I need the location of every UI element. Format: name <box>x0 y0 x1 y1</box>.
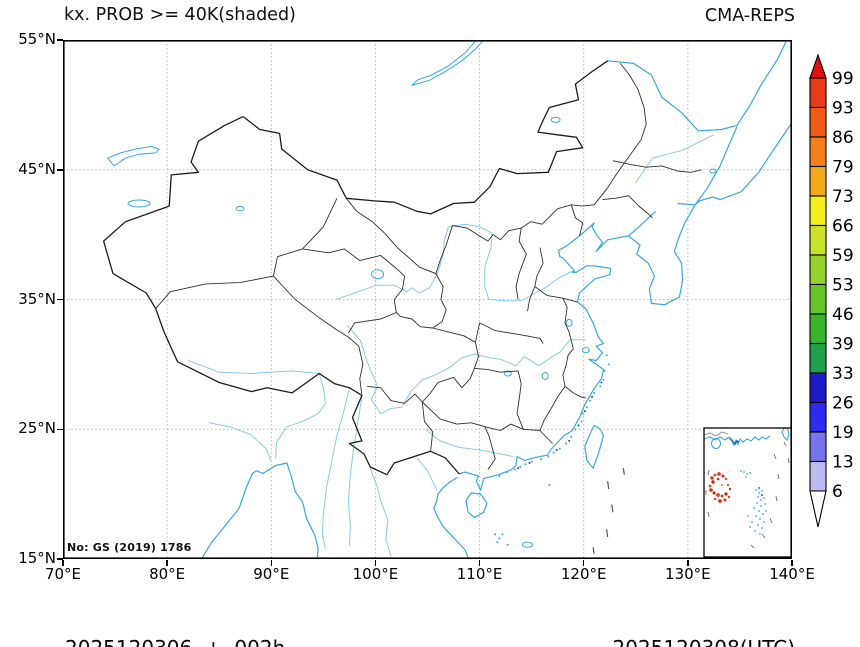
lon-tick-label: 140°E <box>769 565 815 583</box>
colorbar-tick-label: 26 <box>832 394 854 414</box>
colorbar-tick-label: 39 <box>832 335 854 355</box>
model-label: CMA-REPS <box>704 6 795 26</box>
lon-tick-label: 70°E <box>44 565 82 583</box>
colorbar-segment <box>809 401 827 433</box>
lon-tick-mark <box>374 560 377 566</box>
lakes <box>106 40 717 381</box>
lon-tick-label: 120°E <box>560 565 607 583</box>
lon-tick-mark <box>166 560 168 566</box>
colorbar-tick-label: 13 <box>832 453 854 473</box>
colorbar-segment <box>809 195 827 227</box>
lon-tick-mark <box>478 560 481 566</box>
lat-tick-mark <box>57 298 63 301</box>
map-license-note: No: GS (2019) 1786 <box>67 541 192 554</box>
lat-tick-mark <box>57 39 63 41</box>
lat-tick-label: 25°N <box>18 419 56 438</box>
colorbar-segment <box>809 342 827 374</box>
colorbar-tick-label: 73 <box>832 187 854 207</box>
lat-tick-mark <box>57 169 63 171</box>
rivers <box>187 134 715 557</box>
south-china-sea-inset <box>703 427 792 558</box>
lat-tick-label: 15°N <box>18 549 56 567</box>
colorbar-tick-label: 93 <box>832 99 854 119</box>
colorbar-over-arrow <box>809 53 827 79</box>
colorbar-tick-label: 99 <box>832 69 854 89</box>
colorbar-segment <box>809 224 827 256</box>
lon-tick-label: 80°E <box>149 565 186 583</box>
lon-tick-label: 100°E <box>352 565 399 583</box>
colorbar-tick-label: 6 <box>832 482 843 502</box>
colorbar-tick-label: 19 <box>832 423 854 443</box>
colorbar-segment <box>809 77 827 109</box>
colorbar-segment <box>809 136 827 168</box>
province-borders <box>155 63 702 470</box>
lon-tick-mark <box>687 560 689 566</box>
lat-tick-label: 45°N <box>18 159 56 178</box>
lat-tick-label: 55°N <box>18 30 56 48</box>
map-area <box>63 40 792 559</box>
lon-tick-label: 130°E <box>665 565 711 583</box>
colorbar-segment <box>809 106 827 138</box>
colorbar-segment <box>809 165 827 197</box>
lat-tick-mark <box>57 558 63 560</box>
lon-tick-mark <box>791 560 793 566</box>
lat-tick-mark <box>57 428 63 430</box>
island-specks <box>494 354 610 546</box>
colorbar-tick-label: 59 <box>832 246 854 266</box>
china-map-svg <box>63 40 792 559</box>
colorbar-segment <box>809 283 827 315</box>
grid-lines <box>63 40 792 559</box>
colorbar-segment <box>809 313 827 345</box>
lon-tick-mark <box>270 560 273 566</box>
lat-tick-label: 35°N <box>18 289 56 308</box>
page-title: kx. PROB >= 40K(shaded) <box>64 5 296 25</box>
colorbar-segment <box>809 460 827 492</box>
map-frame <box>63 40 792 559</box>
footer-init-times: 2025120306 + 002h 2025120314 + 002h <box>65 583 285 647</box>
valid-time-utc: 2025120308(UTC) <box>613 635 796 647</box>
colorbar-tick-label: 66 <box>832 217 854 237</box>
lon-tick-label: 110°E <box>456 565 503 583</box>
inset-shaded-high-prob-cluster <box>708 472 732 503</box>
colorbar-tick-label: 86 <box>832 128 854 148</box>
dash-line-segments <box>592 468 625 554</box>
colorbar-tick-label: 79 <box>832 158 854 178</box>
colorbar-segment <box>809 431 827 463</box>
colorbar-under-arrow <box>809 490 827 528</box>
colorbar-segment <box>809 372 827 404</box>
lon-tick-label: 90°E <box>253 565 290 583</box>
colorbar: 99 93 86 79 73 66 59 53 46 39 33 26 19 13 6 <box>809 53 854 528</box>
coastlines <box>200 40 792 559</box>
colorbar-tick-label: 46 <box>832 305 854 325</box>
colorbar-tick-label: 33 <box>832 364 854 384</box>
footer-valid-times: 2025120308(UTC) 2025120316(CST) <box>613 583 796 647</box>
national-border <box>102 60 609 476</box>
lon-tick-mark <box>62 560 64 566</box>
colorbar-tick-label: 53 <box>832 276 854 296</box>
colorbar-segment <box>809 254 827 286</box>
lon-tick-mark <box>582 560 585 566</box>
init-time-utc: 2025120306 + 002h <box>65 635 285 647</box>
